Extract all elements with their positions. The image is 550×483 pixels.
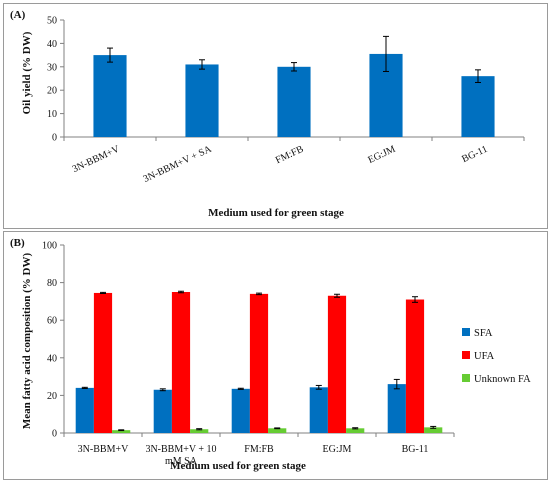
y-tick-label-a: 0 [52,133,57,144]
bar-b [249,293,269,433]
panel-label-b: (B) [10,237,25,249]
bar-b [424,427,443,433]
x-axis-title-a: Medium used for green stage [208,207,344,219]
category-label-b: BG-11 [402,444,429,455]
x-axis-title-b: Medium used for green stage [170,460,306,472]
category-label-b: 3N-BBM+V + 10 [145,444,216,455]
y-tick-label-b: 60 [47,316,57,327]
legend-swatch-b [462,374,470,382]
fatty-acid-chart: (B) Medium used for green stage Mean fat… [10,237,531,472]
bar-b [405,299,425,433]
y-tick-label-a: 30 [47,62,57,73]
y-tick-label-b: 100 [42,241,57,252]
category-label-b: 3N-BBM+V [78,444,129,455]
category-label-a: BG-11 [460,144,489,165]
chart-panel-a: (A) Medium used for green stage Oil yiel… [3,3,548,229]
bar-a [93,55,127,137]
y-tick-label-b: 80 [47,278,57,289]
oil-yield-chart: (A) Medium used for green stage Oil yiel… [10,9,525,219]
legend-swatch-b [462,351,470,359]
legend-label-b: UFA [474,351,495,362]
bar-b [387,384,406,433]
panel-label-a: (A) [10,9,26,21]
chart-panel-b: (B) Medium used for green stage Mean fat… [3,231,548,480]
bar-a [277,66,311,137]
category-label-a: 3N-BBM+V [71,143,122,175]
y-tick-label-b: 20 [47,391,57,402]
y-tick-label-b: 0 [52,429,57,440]
category-label-a: 3N-BBM+V + SA [142,143,214,185]
category-label-a: FM:FB [274,144,306,167]
bar-b [327,295,347,433]
category-label-line2-b: mM SA [165,456,198,467]
bar-a [185,64,219,137]
y-axis-title-a: Oil yield (% DW) [21,31,33,114]
y-tick-label-a: 40 [47,39,57,50]
legend-label-b: SFA [474,328,493,339]
bar-b [268,428,287,433]
y-tick-label-a: 10 [47,109,57,120]
bar-b [190,429,209,433]
bar-b [93,292,113,433]
bar-b [112,430,131,433]
category-label-b: EG:JM [323,444,352,455]
y-tick-label-a: 20 [47,86,57,97]
category-label-a: EG:JM [366,144,397,166]
legend-swatch-b [462,328,470,336]
y-tick-label-a: 50 [47,16,57,27]
bar-b [309,387,328,433]
bar-b [231,388,250,433]
category-label-b: FM:FB [244,444,274,455]
bar-b [171,292,191,433]
bar-b [75,387,94,433]
legend-label-b: Unknown FA [474,374,531,385]
y-axis-title-b: Mean fatty acid composition (% DW) [21,253,33,430]
bar-b [346,428,365,433]
bar-b [153,389,172,433]
bar-a [461,76,495,137]
y-tick-label-b: 40 [47,353,57,364]
